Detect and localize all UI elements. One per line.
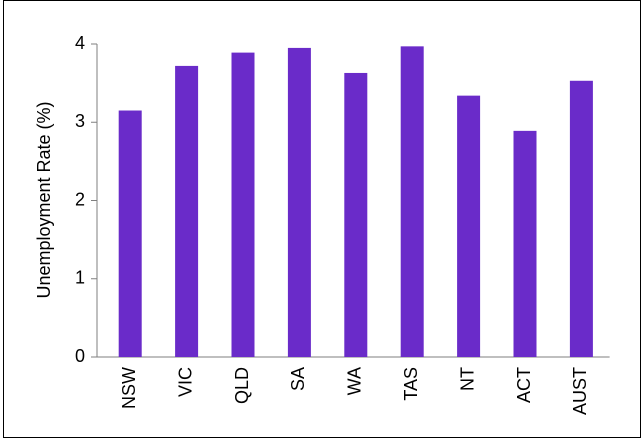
x-tick-label: WA [345,367,365,395]
x-tick-label: SA [288,367,308,391]
bar [344,72,368,357]
y-axis-label: Unemployment Rate (%) [34,101,54,298]
bar [118,110,142,357]
y-tick-label: 3 [75,111,85,131]
y-tick-label: 4 [75,33,85,53]
frame [3,0,641,438]
bar [513,130,537,357]
bar [569,80,593,357]
x-tick-label: TAS [401,367,421,401]
y-tick-label: 2 [75,189,85,209]
x-tick-label: VIC [175,367,195,397]
bar [287,47,311,357]
x-tick-label: NT [457,367,477,391]
x-tick-label: AUST [570,367,590,415]
bar [400,46,424,357]
x-tick-label: QLD [232,367,252,404]
bar [457,95,481,358]
y-tick-label: 1 [75,268,85,288]
x-tick-label: NSW [119,367,139,409]
bar [175,65,199,357]
x-tick-label: ACT [514,367,534,403]
bar [231,52,255,358]
y-tick-label: 0 [75,346,85,366]
